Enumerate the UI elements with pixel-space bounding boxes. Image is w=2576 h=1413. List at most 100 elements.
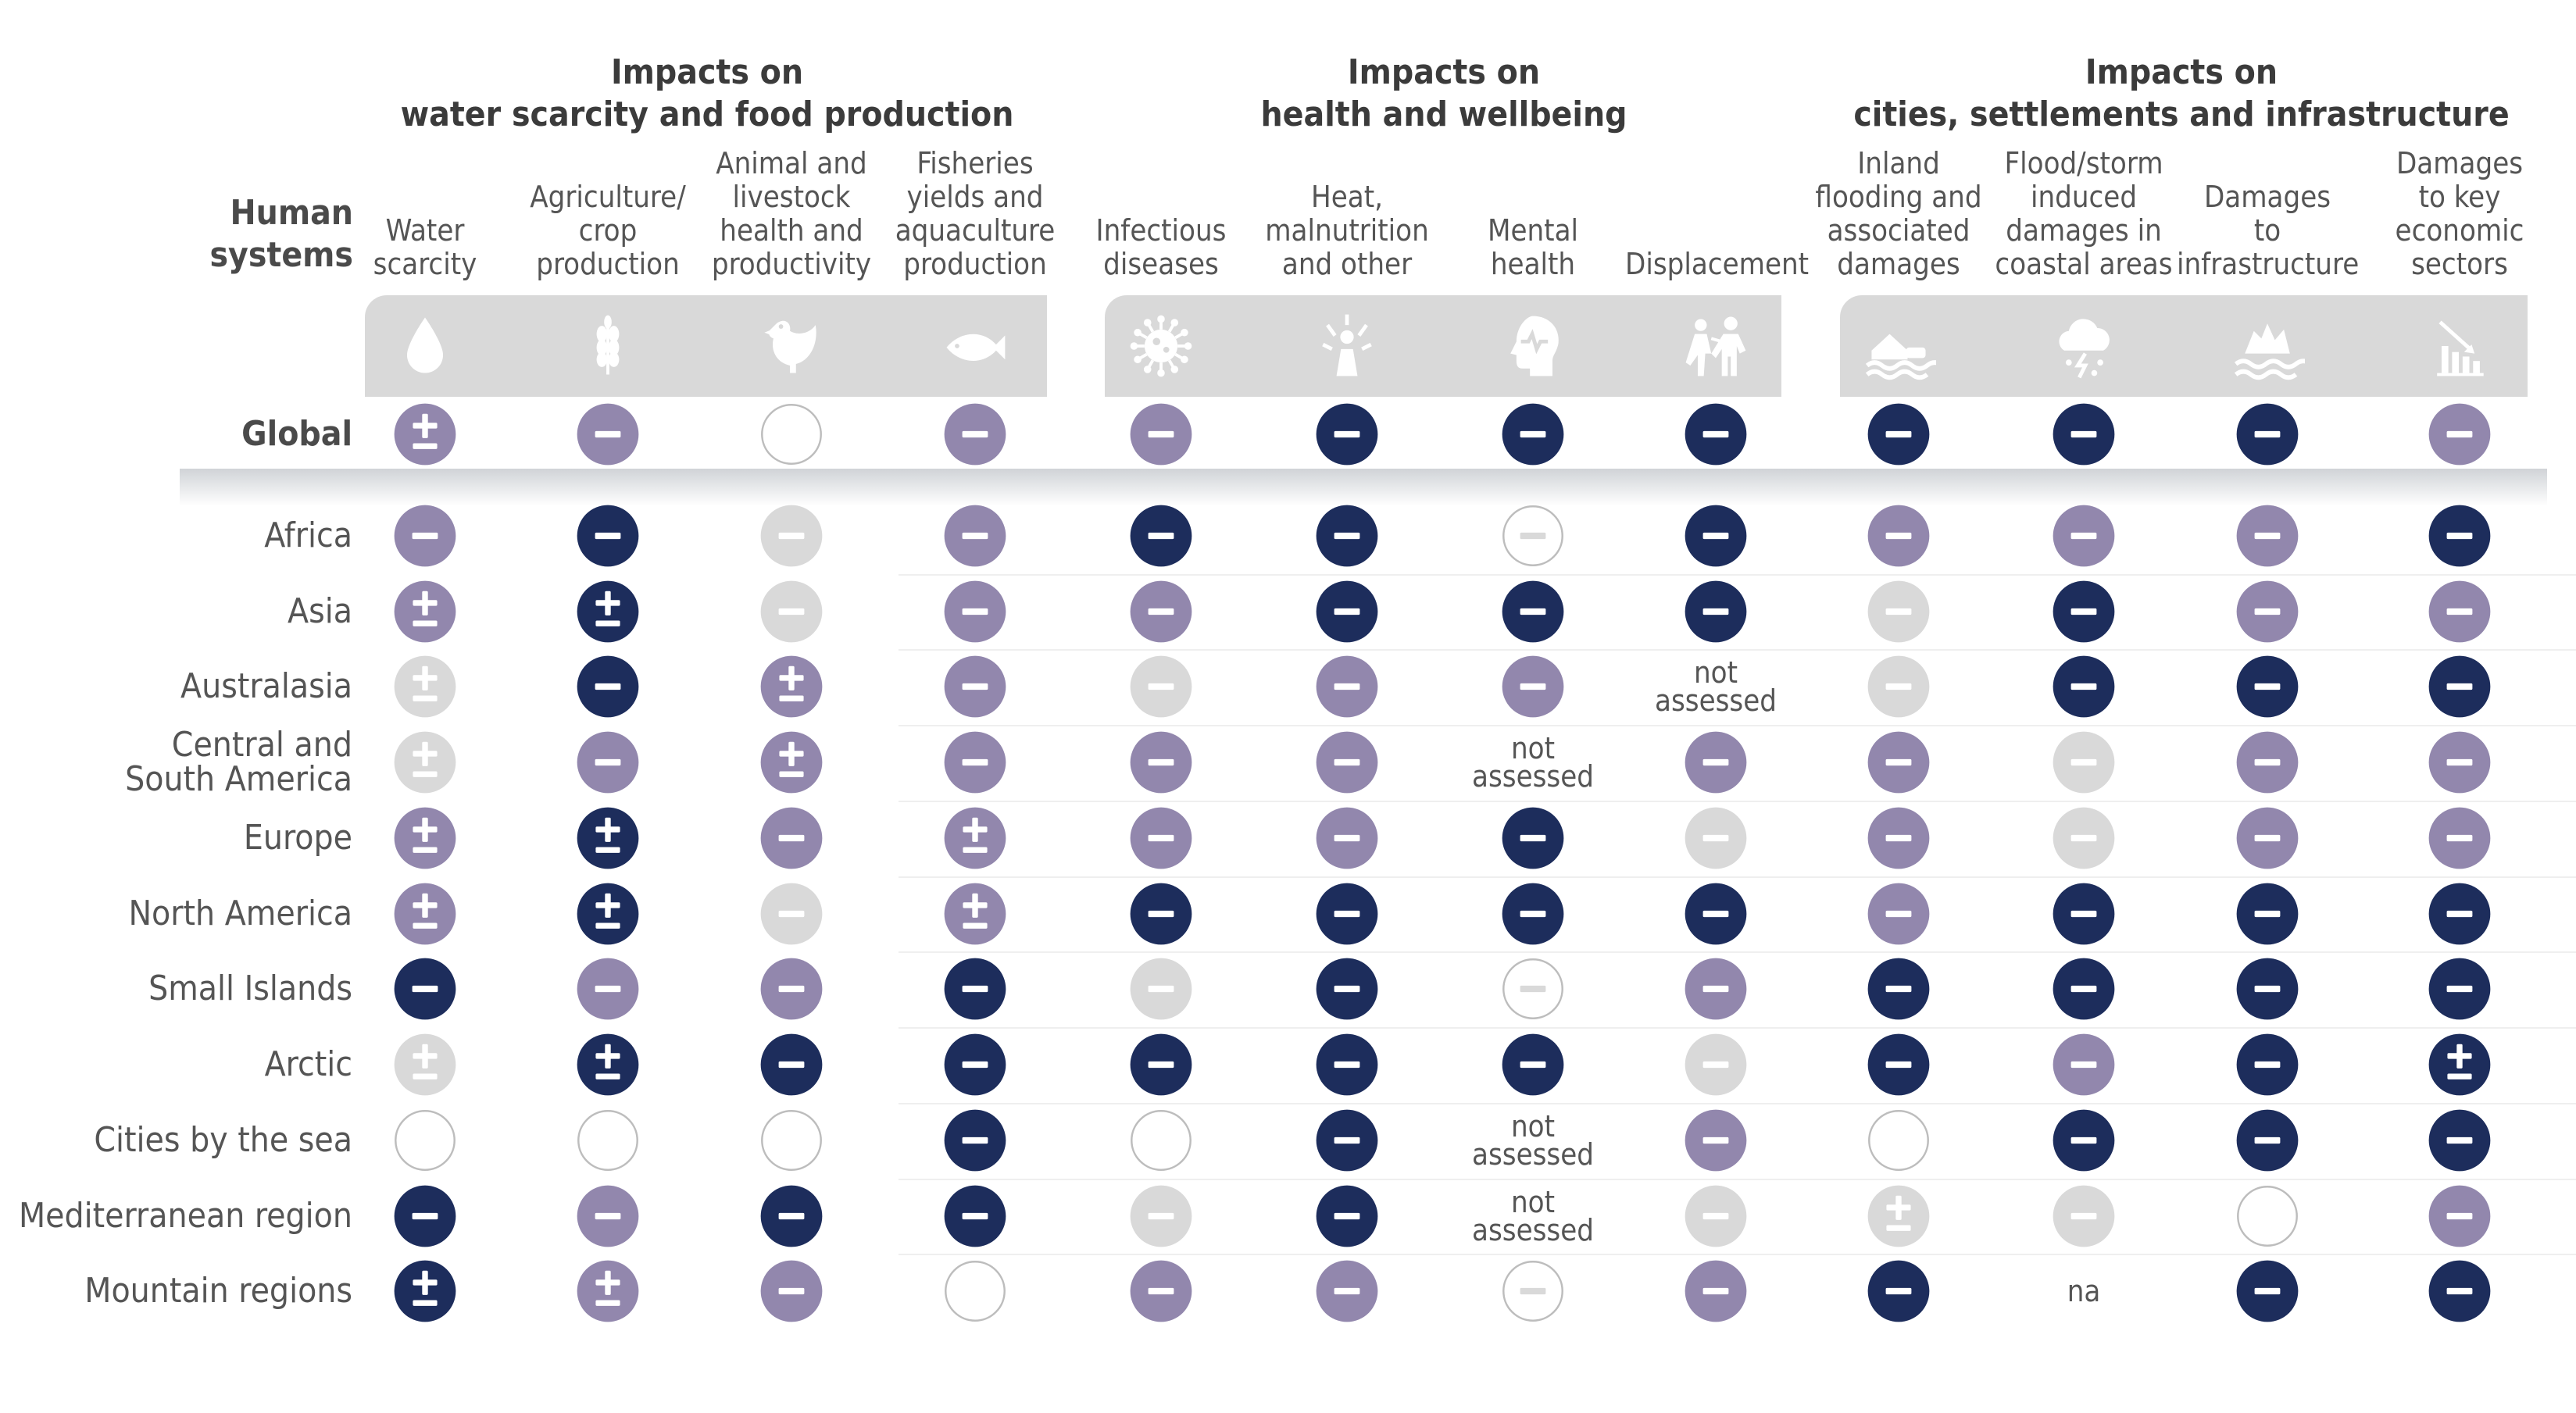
minus-circle [2235, 504, 2299, 568]
open-circle [576, 1108, 640, 1172]
icon-bar-3 [1840, 295, 2528, 397]
column-header: Heat, malnutrition and other [1265, 180, 1429, 281]
row-divider [899, 725, 2576, 726]
minus-circle [943, 730, 1007, 794]
minus-circle [1501, 504, 1565, 568]
icon-bar-2 [1105, 295, 1781, 397]
plus-minus-circle [1867, 1184, 1931, 1248]
minus-circle [1315, 957, 1379, 1021]
column-header: Infectious diseases [1095, 213, 1227, 281]
minus-circle [2052, 580, 2116, 644]
not-assessed-label: not assessed [1472, 1185, 1594, 1247]
minus-circle [1129, 655, 1193, 719]
minus-circle [2235, 1033, 2299, 1097]
plus-minus-circle [393, 1033, 457, 1097]
category-title-line2: water scarcity and food production [400, 95, 1014, 134]
minus-circle [1129, 504, 1193, 568]
minus-circle [1315, 1259, 1379, 1323]
wheat-icon [557, 295, 659, 397]
minus-circle [576, 504, 640, 568]
not-assessed-label: not assessed [1655, 655, 1777, 718]
heat-stress-icon [1296, 295, 1398, 397]
chicken-icon [741, 295, 842, 397]
column-header: Agriculture/ crop production [530, 180, 686, 281]
minus-circle [1684, 730, 1748, 794]
minus-circle [2428, 957, 2492, 1021]
column-header: Mental health [1487, 213, 1579, 281]
minus-circle [1684, 1259, 1748, 1323]
minus-circle [2235, 402, 2299, 466]
minus-circle [2052, 730, 2116, 794]
minus-circle [1315, 655, 1379, 719]
minus-circle [759, 806, 824, 870]
minus-circle [2235, 882, 2299, 946]
minus-circle [1684, 1033, 1748, 1097]
minus-circle [1867, 1033, 1931, 1097]
plus-minus-circle [943, 806, 1007, 870]
column-header: Fisheries yields and aquaculture product… [895, 146, 1056, 281]
minus-circle [1501, 882, 1565, 946]
minus-circle [2428, 402, 2492, 466]
minus-circle [576, 1184, 640, 1248]
minus-circle [1129, 1259, 1193, 1323]
minus-circle [759, 1033, 824, 1097]
minus-circle [2428, 1184, 2492, 1248]
minus-circle [1315, 882, 1379, 946]
minus-circle [2428, 1108, 2492, 1172]
open-circle [943, 1259, 1007, 1323]
column-header: Water scarcity [373, 213, 477, 281]
plus-minus-circle [759, 730, 824, 794]
not-assessed-label: not assessed [1472, 1109, 1594, 1172]
minus-circle [2052, 402, 2116, 466]
row-label-region: Small Islands [148, 969, 352, 1008]
minus-circle [1684, 806, 1748, 870]
infrastructure-damage-icon [2217, 295, 2318, 397]
open-circle [759, 402, 824, 466]
minus-circle [1684, 402, 1748, 466]
row-divider [899, 1179, 2576, 1180]
minus-circle [576, 402, 640, 466]
minus-circle [1315, 1184, 1379, 1248]
row-header: Human systems [209, 193, 353, 275]
row-label-region: Arctic [264, 1044, 352, 1084]
row-label-global: Global [241, 414, 352, 454]
minus-circle [1867, 730, 1931, 794]
minus-circle [1684, 882, 1748, 946]
category-title-line1: Impacts on [2085, 52, 2278, 92]
minus-circle [1501, 655, 1565, 719]
minus-circle [393, 1184, 457, 1248]
declining-bars-icon [2409, 295, 2510, 397]
plus-minus-circle [393, 882, 457, 946]
row-label-region: Europe [243, 818, 352, 858]
minus-circle [576, 730, 640, 794]
row-divider [899, 801, 2576, 802]
minus-circle [2428, 730, 2492, 794]
minus-circle [1867, 1259, 1931, 1323]
minus-circle [759, 957, 824, 1021]
category-title-line1: Impacts on [1347, 52, 1541, 92]
minus-circle [1867, 655, 1931, 719]
minus-circle [1315, 806, 1379, 870]
open-circle [1129, 1108, 1193, 1172]
plus-minus-circle [393, 402, 457, 466]
minus-circle [1501, 402, 1565, 466]
minus-circle [1315, 1108, 1379, 1172]
row-divider [899, 574, 2576, 576]
minus-circle [1315, 402, 1379, 466]
displacement-icon [1665, 295, 1767, 397]
row-divider [899, 1027, 2576, 1029]
minus-circle [759, 1259, 824, 1323]
minus-circle [576, 957, 640, 1021]
minus-circle [393, 504, 457, 568]
minus-circle [2428, 580, 2492, 644]
plus-minus-circle [943, 882, 1007, 946]
open-circle [1867, 1108, 1931, 1172]
minus-circle [2052, 1108, 2116, 1172]
minus-circle [759, 1184, 824, 1248]
mental-health-icon [1482, 295, 1584, 397]
column-header: Damages to infrastructure [2177, 180, 2360, 281]
minus-circle [1129, 806, 1193, 870]
minus-circle [2235, 1259, 2299, 1323]
row-divider [899, 1254, 2576, 1255]
row-label-region: Mountain regions [84, 1271, 352, 1311]
